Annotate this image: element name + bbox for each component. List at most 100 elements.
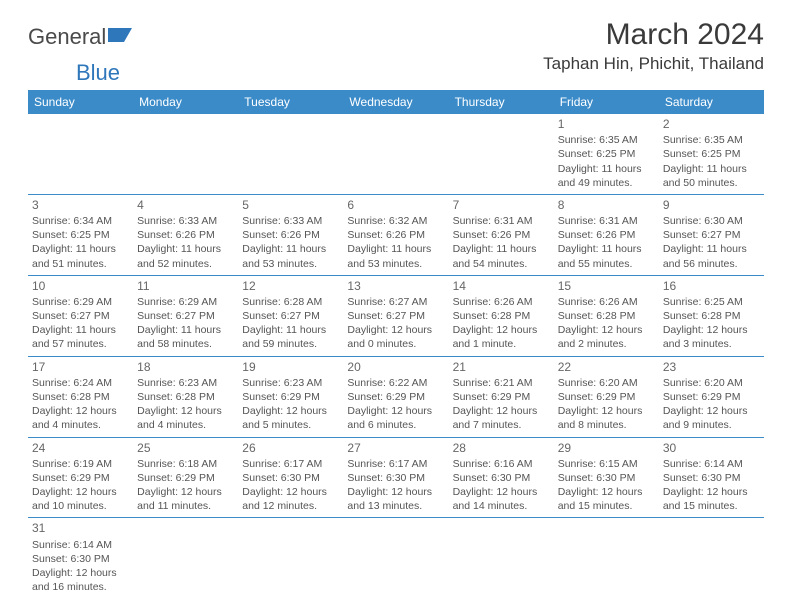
calendar-cell: 28Sunrise: 6:16 AMSunset: 6:30 PMDayligh… [449, 437, 554, 518]
daylight-line: Daylight: 12 hours and 9 minutes. [663, 404, 760, 432]
sunrise-line: Sunrise: 6:14 AM [663, 457, 760, 471]
sunset-line: Sunset: 6:28 PM [137, 390, 234, 404]
calendar-cell: 21Sunrise: 6:21 AMSunset: 6:29 PMDayligh… [449, 356, 554, 437]
day-number: 29 [558, 440, 655, 456]
sunrise-line: Sunrise: 6:23 AM [242, 376, 339, 390]
sunrise-line: Sunrise: 6:17 AM [242, 457, 339, 471]
sunset-line: Sunset: 6:25 PM [663, 147, 760, 161]
calendar-cell-empty [28, 114, 133, 194]
sunset-line: Sunset: 6:30 PM [242, 471, 339, 485]
sunset-line: Sunset: 6:28 PM [558, 309, 655, 323]
calendar-cell: 26Sunrise: 6:17 AMSunset: 6:30 PMDayligh… [238, 437, 343, 518]
day-number: 6 [347, 197, 444, 213]
sunrise-line: Sunrise: 6:32 AM [347, 214, 444, 228]
calendar-cell: 24Sunrise: 6:19 AMSunset: 6:29 PMDayligh… [28, 437, 133, 518]
day-number: 28 [453, 440, 550, 456]
day-number: 5 [242, 197, 339, 213]
daylight-line: Daylight: 12 hours and 14 minutes. [453, 485, 550, 513]
sunset-line: Sunset: 6:26 PM [558, 228, 655, 242]
sunset-line: Sunset: 6:29 PM [32, 471, 129, 485]
calendar-cell: 16Sunrise: 6:25 AMSunset: 6:28 PMDayligh… [659, 275, 764, 356]
calendar-cell: 8Sunrise: 6:31 AMSunset: 6:26 PMDaylight… [554, 194, 659, 275]
sunrise-line: Sunrise: 6:31 AM [453, 214, 550, 228]
day-number: 31 [32, 520, 129, 536]
calendar-cell-empty [238, 114, 343, 194]
calendar-cell: 23Sunrise: 6:20 AMSunset: 6:29 PMDayligh… [659, 356, 764, 437]
daylight-line: Daylight: 12 hours and 6 minutes. [347, 404, 444, 432]
daylight-line: Daylight: 11 hours and 53 minutes. [242, 242, 339, 270]
calendar-cell-empty [133, 518, 238, 598]
day-header: Wednesday [343, 90, 448, 114]
day-number: 25 [137, 440, 234, 456]
calendar-cell-empty [449, 114, 554, 194]
day-number: 20 [347, 359, 444, 375]
sunset-line: Sunset: 6:30 PM [663, 471, 760, 485]
calendar-row: 10Sunrise: 6:29 AMSunset: 6:27 PMDayligh… [28, 275, 764, 356]
calendar-cell: 1Sunrise: 6:35 AMSunset: 6:25 PMDaylight… [554, 114, 659, 194]
sunrise-line: Sunrise: 6:29 AM [32, 295, 129, 309]
calendar-table: SundayMondayTuesdayWednesdayThursdayFrid… [28, 90, 764, 598]
sunset-line: Sunset: 6:29 PM [137, 471, 234, 485]
calendar-cell: 25Sunrise: 6:18 AMSunset: 6:29 PMDayligh… [133, 437, 238, 518]
sunrise-line: Sunrise: 6:31 AM [558, 214, 655, 228]
calendar-cell: 3Sunrise: 6:34 AMSunset: 6:25 PMDaylight… [28, 194, 133, 275]
day-number: 17 [32, 359, 129, 375]
day-number: 12 [242, 278, 339, 294]
day-header: Sunday [28, 90, 133, 114]
day-number: 4 [137, 197, 234, 213]
daylight-line: Daylight: 11 hours and 53 minutes. [347, 242, 444, 270]
day-number: 1 [558, 116, 655, 132]
calendar-cell-empty [238, 518, 343, 598]
calendar-cell: 18Sunrise: 6:23 AMSunset: 6:28 PMDayligh… [133, 356, 238, 437]
sunrise-line: Sunrise: 6:26 AM [453, 295, 550, 309]
day-header: Thursday [449, 90, 554, 114]
daylight-line: Daylight: 12 hours and 13 minutes. [347, 485, 444, 513]
day-number: 26 [242, 440, 339, 456]
daylight-line: Daylight: 12 hours and 15 minutes. [558, 485, 655, 513]
sunset-line: Sunset: 6:29 PM [558, 390, 655, 404]
calendar-cell: 13Sunrise: 6:27 AMSunset: 6:27 PMDayligh… [343, 275, 448, 356]
daylight-line: Daylight: 11 hours and 54 minutes. [453, 242, 550, 270]
sunrise-line: Sunrise: 6:35 AM [663, 133, 760, 147]
calendar-cell-empty [659, 518, 764, 598]
day-header: Friday [554, 90, 659, 114]
sunrise-line: Sunrise: 6:24 AM [32, 376, 129, 390]
calendar-cell: 15Sunrise: 6:26 AMSunset: 6:28 PMDayligh… [554, 275, 659, 356]
sunrise-line: Sunrise: 6:28 AM [242, 295, 339, 309]
calendar-cell: 27Sunrise: 6:17 AMSunset: 6:30 PMDayligh… [343, 437, 448, 518]
sunrise-line: Sunrise: 6:33 AM [137, 214, 234, 228]
sunset-line: Sunset: 6:25 PM [558, 147, 655, 161]
sunrise-line: Sunrise: 6:26 AM [558, 295, 655, 309]
flag-icon [108, 24, 134, 50]
sunset-line: Sunset: 6:28 PM [32, 390, 129, 404]
sunset-line: Sunset: 6:26 PM [137, 228, 234, 242]
calendar-row: 1Sunrise: 6:35 AMSunset: 6:25 PMDaylight… [28, 114, 764, 194]
calendar-page: General March 2024 Taphan Hin, Phichit, … [0, 0, 792, 608]
daylight-line: Daylight: 12 hours and 2 minutes. [558, 323, 655, 351]
logo-text-2-wrap: Blue [28, 60, 764, 86]
calendar-cell-empty [449, 518, 554, 598]
sunset-line: Sunset: 6:27 PM [663, 228, 760, 242]
sunset-line: Sunset: 6:26 PM [453, 228, 550, 242]
calendar-cell: 9Sunrise: 6:30 AMSunset: 6:27 PMDaylight… [659, 194, 764, 275]
calendar-cell: 22Sunrise: 6:20 AMSunset: 6:29 PMDayligh… [554, 356, 659, 437]
day-header: Tuesday [238, 90, 343, 114]
sunrise-line: Sunrise: 6:20 AM [663, 376, 760, 390]
calendar-row: 17Sunrise: 6:24 AMSunset: 6:28 PMDayligh… [28, 356, 764, 437]
calendar-cell: 7Sunrise: 6:31 AMSunset: 6:26 PMDaylight… [449, 194, 554, 275]
sunset-line: Sunset: 6:26 PM [347, 228, 444, 242]
calendar-cell: 19Sunrise: 6:23 AMSunset: 6:29 PMDayligh… [238, 356, 343, 437]
sunrise-line: Sunrise: 6:15 AM [558, 457, 655, 471]
sunrise-line: Sunrise: 6:14 AM [32, 538, 129, 552]
day-number: 24 [32, 440, 129, 456]
sunrise-line: Sunrise: 6:22 AM [347, 376, 444, 390]
calendar-cell: 5Sunrise: 6:33 AMSunset: 6:26 PMDaylight… [238, 194, 343, 275]
sunrise-line: Sunrise: 6:20 AM [558, 376, 655, 390]
calendar-cell: 2Sunrise: 6:35 AMSunset: 6:25 PMDaylight… [659, 114, 764, 194]
sunrise-line: Sunrise: 6:35 AM [558, 133, 655, 147]
day-header: Monday [133, 90, 238, 114]
calendar-cell: 17Sunrise: 6:24 AMSunset: 6:28 PMDayligh… [28, 356, 133, 437]
calendar-row: 3Sunrise: 6:34 AMSunset: 6:25 PMDaylight… [28, 194, 764, 275]
day-header: Saturday [659, 90, 764, 114]
sunset-line: Sunset: 6:29 PM [242, 390, 339, 404]
